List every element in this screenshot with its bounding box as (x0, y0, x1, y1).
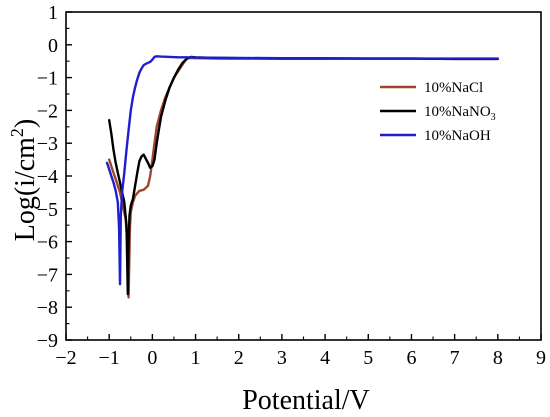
series-layer (105, 55, 499, 299)
x-tick-label: 7 (450, 347, 460, 369)
legend-label: 10%NaNO3 (424, 104, 496, 123)
y-tick-label: −6 (37, 232, 58, 254)
y-tick-label: 1 (48, 2, 58, 24)
x-tick-label: 0 (147, 347, 157, 369)
x-tick-label: 8 (493, 347, 503, 369)
x-tick-label: −2 (55, 347, 76, 369)
y-tick-label: 0 (48, 35, 58, 57)
x-axis-title: Potential/V (242, 385, 370, 416)
x-tick-label: 6 (406, 347, 416, 369)
legend: 10%NaCl 10%NaNO3 10%NaOH (380, 80, 496, 144)
series-line-3 (105, 55, 499, 286)
y-axis-title: Log(i/cm2) (7, 119, 41, 242)
legend-label: 10%NaCl (424, 80, 483, 96)
legend-label: 10%NaOH (424, 128, 491, 144)
x-tick-label: 3 (277, 347, 287, 369)
y-tick-label: −1 (37, 68, 58, 90)
y-tick-label: −9 (37, 330, 58, 352)
x-tick-label: 2 (234, 347, 244, 369)
x-tick-label: 5 (363, 347, 373, 369)
x-tick-label: 9 (536, 347, 546, 369)
y-tick-label: −4 (37, 166, 58, 188)
y-axis-ticks: −9 −8 −7 −6 −5 −4 −3 −2 −1 0 1 (37, 2, 72, 352)
x-tick-label: 4 (320, 347, 330, 369)
x-axis-ticks: −2 −1 0 1 2 3 4 5 6 7 8 9 (55, 334, 546, 369)
y-tick-label: −2 (37, 100, 58, 122)
y-tick-label: −7 (37, 264, 58, 286)
y-tick-label: −3 (37, 133, 58, 155)
y-tick-label: −8 (37, 297, 58, 319)
x-tick-label: 1 (191, 347, 201, 369)
x-tick-label: −1 (99, 347, 120, 369)
y-tick-label: −5 (37, 199, 58, 221)
